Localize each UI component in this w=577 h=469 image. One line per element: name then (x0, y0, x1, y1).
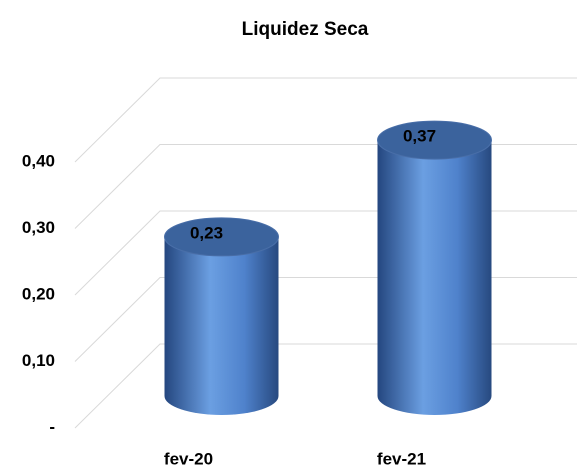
y-tick-label: 0,20 (22, 284, 55, 303)
y-tick-label: 0,30 (22, 218, 55, 237)
grid-line (74, 210, 577, 296)
cylinder-body (377, 140, 492, 415)
y-tick-label: 0,10 (22, 351, 55, 370)
bar (164, 217, 279, 415)
value-label: 0,23 (190, 223, 223, 242)
cylinder-top (377, 120, 492, 160)
grid-line (74, 277, 577, 362)
x-tick-label: fev-21 (377, 449, 426, 468)
cylinder-top (164, 217, 279, 257)
y-tick-label: 0,40 (22, 151, 55, 170)
chart-title: Liquidez Seca (242, 19, 369, 40)
y-tick-label: - (49, 417, 55, 436)
grid-line (74, 77, 577, 163)
grid-line (74, 343, 577, 429)
grid-line (74, 144, 577, 229)
value-label: 0,37 (403, 127, 436, 146)
bar (377, 120, 492, 415)
cylinder-body (164, 236, 279, 415)
x-tick-label: fev-20 (164, 449, 213, 468)
